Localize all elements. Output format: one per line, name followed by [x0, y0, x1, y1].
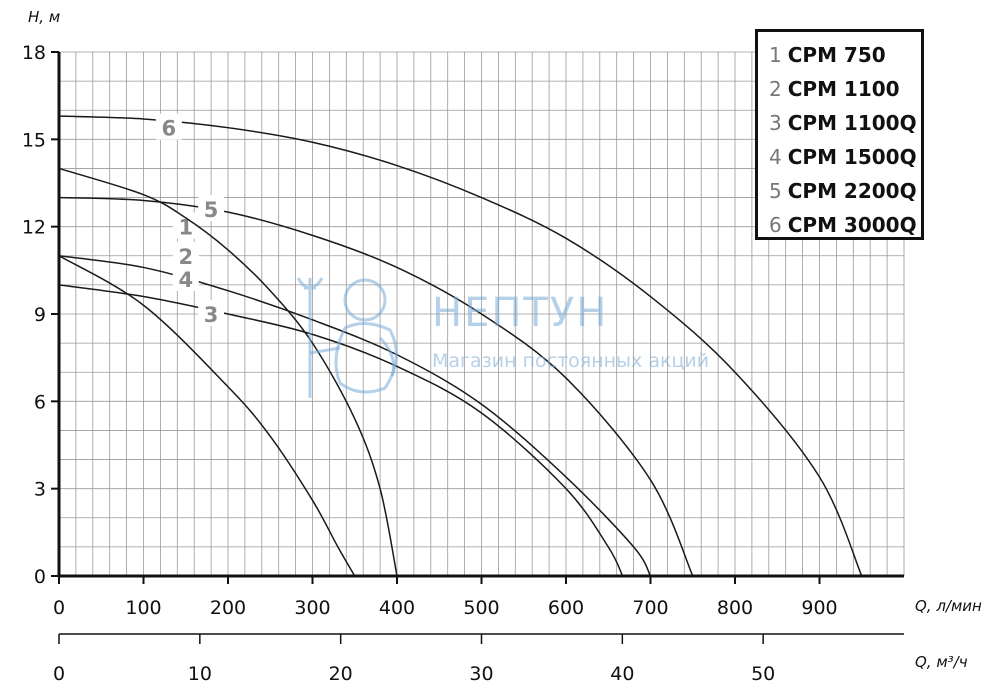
legend-item: 5 CPM 2200Q [769, 179, 917, 203]
y-tick-label: 3 [34, 479, 46, 501]
axes [51, 51, 904, 644]
x-tick-label: 500 [463, 597, 499, 619]
y-tick-label: 12 [22, 217, 46, 239]
series-line [58, 284, 624, 577]
series-line [58, 115, 863, 577]
x-tick-label: 0 [53, 597, 65, 619]
series-line [58, 196, 694, 577]
series-label-bg [172, 241, 199, 268]
x2-tick-label: 20 [329, 663, 353, 683]
x-tick-label: 100 [125, 597, 161, 619]
x2-tick-label: 30 [469, 663, 493, 683]
series-label: 3 [204, 303, 219, 327]
y-axis-label: H, м [28, 8, 60, 26]
x-tick-label: 400 [379, 597, 415, 619]
legend: 1 CPM 750 2 CPM 1100 3 CPM 1100Q 4 CPM 1500Q… [755, 29, 924, 240]
series-label: 6 [162, 117, 177, 141]
y-tick-label: 15 [22, 129, 46, 151]
x-tick-label: 600 [548, 597, 584, 619]
series-label: 5 [204, 198, 219, 222]
legend-item: 2 CPM 1100 [769, 77, 900, 101]
neptune-logo-icon [296, 277, 398, 398]
legend-item: 1 CPM 750 [769, 43, 886, 67]
y-tick-label: 0 [34, 566, 46, 588]
watermark-title: НЕПТУН [432, 290, 609, 336]
y-tick-label: 6 [34, 391, 46, 413]
x-tick-label: 200 [210, 597, 246, 619]
x-tick-label: 800 [717, 597, 753, 619]
y-tick-label: 9 [34, 304, 46, 326]
series-line [58, 167, 398, 577]
x2-tick-label: 50 [751, 663, 775, 683]
x2-tick-label: 10 [188, 663, 212, 683]
x-axis-label-m3h: Q, м³/ч [915, 653, 968, 671]
watermark-subtitle: Магазин постоянных акций [432, 350, 710, 372]
series-label: 2 [178, 245, 193, 269]
series-label-bg [198, 300, 225, 326]
series-label: 4 [178, 268, 193, 292]
x2-tick-label: 0 [53, 663, 65, 683]
series-label-bg [172, 265, 199, 292]
series-line [58, 255, 356, 577]
x-tick-label: 700 [632, 597, 668, 619]
watermark: НЕПТУН Магазин постоянных акций [280, 268, 740, 408]
series-label-bg [155, 113, 182, 140]
y-tick-label: 18 [22, 42, 46, 64]
series-label: 1 [178, 216, 193, 240]
x-tick-label: 300 [294, 597, 330, 619]
legend-item: 3 CPM 1100Q [769, 111, 917, 135]
x-axis-label-lmin: Q, л/мин [915, 597, 982, 615]
series-label-bg [198, 195, 225, 222]
legend-item: 6 CPM 3000Q [769, 213, 917, 237]
x-tick-label: 900 [801, 597, 837, 619]
legend-item: 4 CPM 1500Q [769, 145, 917, 169]
x2-tick-label: 40 [610, 663, 634, 683]
series-label-bg [172, 212, 199, 239]
